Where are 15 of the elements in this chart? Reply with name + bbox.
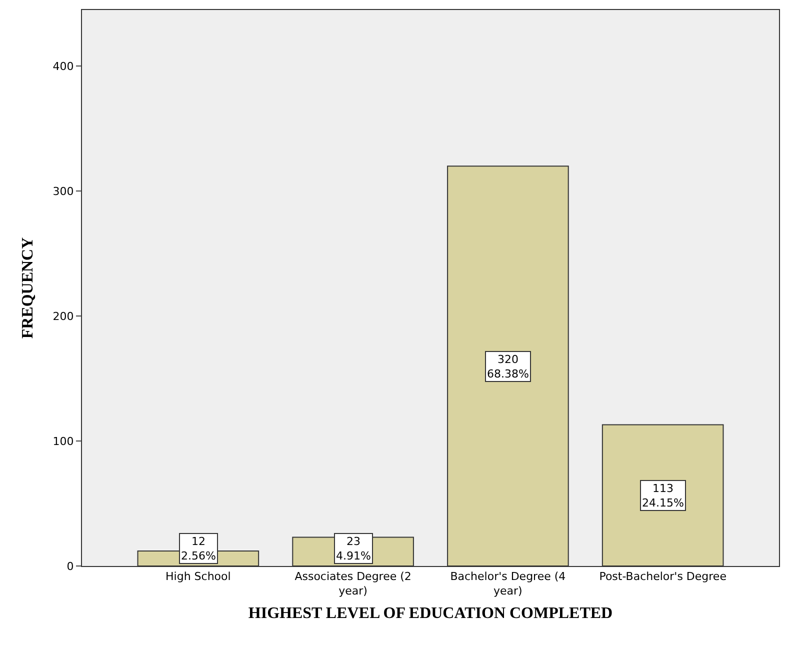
x-tick-label: High School [166, 570, 231, 584]
y-tick-label: 100 [52, 434, 74, 448]
data-label: 12 2.56% [181, 535, 216, 562]
y-tick-label: 400 [52, 60, 74, 74]
data-label: 23 4.91% [336, 535, 371, 562]
x-tick-label: Associates Degree (2 year) [294, 570, 412, 598]
y-tick-label: 0 [66, 560, 74, 573]
data-label: 113 24.15% [642, 482, 684, 510]
x-tick-label: Bachelor's Degree (4 year) [450, 570, 566, 598]
y-tick-label: 300 [52, 185, 74, 198]
y-axis-title: FREQUENCY [20, 236, 37, 339]
y-tick-label: 200 [52, 310, 74, 323]
x-tick-label: Post-Bachelor's Degree [599, 570, 727, 584]
x-axis-title: HIGHEST LEVEL OF EDUCATION COMPLETED [248, 605, 613, 622]
data-label: 320 68.38% [487, 353, 529, 380]
